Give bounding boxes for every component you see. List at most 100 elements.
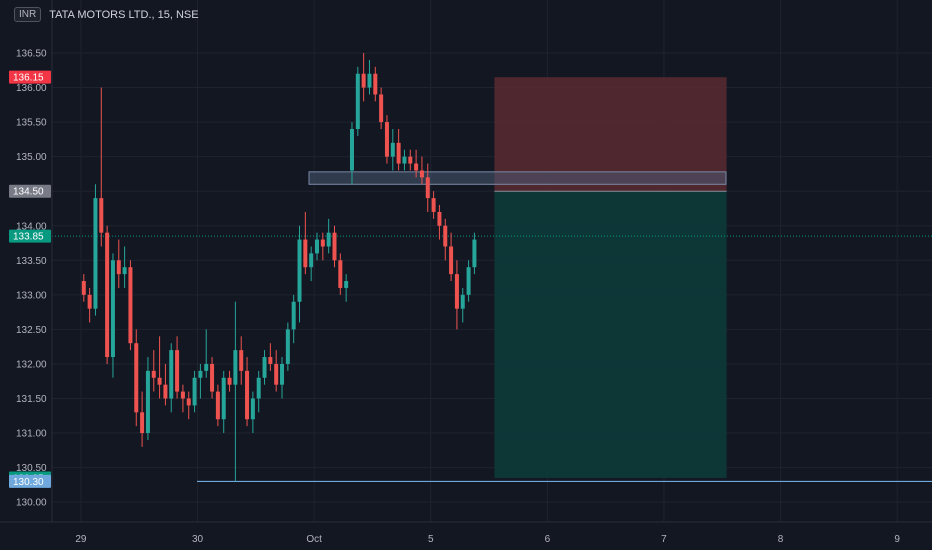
y-tick-label: 133.50	[16, 256, 47, 267]
candle-body[interactable]	[215, 391, 220, 420]
candle-body[interactable]	[303, 239, 308, 268]
candle-body[interactable]	[221, 377, 226, 420]
candle-body[interactable]	[425, 177, 430, 199]
candle-body[interactable]	[379, 94, 384, 123]
candle-body[interactable]	[466, 267, 471, 295]
candle-body[interactable]	[128, 267, 133, 344]
candle-body[interactable]	[320, 239, 325, 247]
candle-body[interactable]	[198, 370, 203, 378]
candle-body[interactable]	[93, 198, 98, 309]
price-tag	[9, 474, 51, 488]
symbol-title[interactable]: TATA MOTORS LTD., 15, NSE	[49, 8, 199, 21]
y-tick-label: 131.50	[16, 394, 47, 405]
candle-body[interactable]	[285, 329, 290, 364]
range-box[interactable]	[308, 171, 727, 185]
candle-body[interactable]	[262, 357, 267, 378]
candle-body[interactable]	[157, 377, 162, 385]
candle-body[interactable]	[315, 239, 319, 254]
y-tick-label: 132.50	[16, 325, 47, 336]
candle-body[interactable]	[291, 301, 296, 330]
x-tick-label: 9	[894, 534, 900, 545]
candle-body[interactable]	[268, 357, 273, 364]
candle-body[interactable]	[367, 73, 372, 88]
candle-body[interactable]	[227, 377, 232, 385]
target-zone[interactable]	[494, 191, 727, 478]
y-tick-label: 133.00	[16, 290, 47, 301]
candle-body[interactable]	[297, 239, 302, 302]
candle-body[interactable]	[204, 363, 209, 371]
x-tick-label: Oct	[306, 534, 322, 545]
candle-body[interactable]	[140, 412, 145, 434]
candle-body[interactable]	[110, 260, 115, 358]
candle-body[interactable]	[373, 73, 378, 95]
candle-body[interactable]	[332, 232, 337, 261]
price-tag-label: 134.50	[13, 187, 44, 198]
y-tick-label: 135.00	[16, 152, 47, 163]
y-tick-label: 130.50	[16, 463, 47, 474]
candle-body[interactable]	[210, 363, 215, 392]
candle-body[interactable]	[122, 267, 127, 275]
candle-body[interactable]	[186, 398, 191, 406]
candle-body[interactable]	[326, 232, 331, 247]
candle-body[interactable]	[151, 370, 156, 378]
candle-body[interactable]	[145, 370, 150, 434]
y-tick-label: 130.00	[16, 498, 47, 509]
candle-body[interactable]	[81, 281, 86, 295]
candle-body[interactable]	[349, 129, 354, 171]
candle-body[interactable]	[431, 198, 436, 212]
price-tag	[9, 70, 51, 84]
candle-body[interactable]	[163, 384, 168, 399]
candle-body[interactable]	[239, 350, 244, 371]
currency-button[interactable]: INR	[14, 7, 42, 22]
candle-body[interactable]	[344, 281, 349, 288]
price-tag	[9, 229, 51, 243]
x-tick-label: 29	[75, 534, 87, 545]
candle-body[interactable]	[175, 350, 180, 392]
x-tick-label: 6	[545, 534, 551, 545]
candle-body[interactable]	[116, 260, 121, 275]
candle-body[interactable]	[443, 225, 448, 247]
y-tick-label: 131.00	[16, 429, 47, 440]
candle-body[interactable]	[274, 363, 279, 385]
candle-body[interactable]	[169, 350, 174, 399]
candle-body[interactable]	[419, 170, 424, 178]
candle-body[interactable]	[437, 211, 442, 226]
x-tick-label: 5	[428, 534, 434, 545]
x-tick-label: 30	[192, 534, 204, 545]
x-tick-label: 7	[661, 534, 667, 545]
candle-body[interactable]	[233, 350, 238, 385]
candle-body[interactable]	[105, 232, 110, 358]
candle-body[interactable]	[245, 370, 250, 420]
candle-body[interactable]	[250, 398, 255, 420]
candle-body[interactable]	[390, 142, 395, 157]
candle-body[interactable]	[472, 239, 477, 268]
price-tag-label: 130.30	[13, 477, 44, 488]
y-tick-label: 134.00	[16, 221, 47, 232]
candle-body[interactable]	[402, 156, 407, 164]
candle-body[interactable]	[256, 377, 261, 399]
price-tag-label: 136.15	[13, 73, 44, 84]
candle-body[interactable]	[384, 122, 389, 157]
candle-body[interactable]	[449, 246, 454, 275]
candle-body[interactable]	[454, 274, 459, 309]
y-tick-label: 136.50	[16, 49, 47, 60]
candle-body[interactable]	[361, 73, 366, 88]
y-tick-label: 132.00	[16, 359, 47, 370]
candle-body[interactable]	[414, 163, 419, 171]
candle-body[interactable]	[134, 343, 139, 413]
y-tick-label: 135.50	[16, 118, 47, 129]
candle-body[interactable]	[280, 363, 285, 385]
candle-body[interactable]	[87, 294, 92, 309]
candle-body[interactable]	[338, 260, 343, 288]
candle-body[interactable]	[396, 142, 401, 164]
y-tick-label: 136.00	[16, 83, 47, 94]
candle-body[interactable]	[99, 198, 104, 233]
candle-body[interactable]	[355, 73, 360, 130]
candle-body[interactable]	[460, 294, 465, 309]
candle-body[interactable]	[309, 253, 314, 268]
candle-body[interactable]	[180, 391, 185, 399]
candle-body[interactable]	[192, 377, 197, 406]
candle-body[interactable]	[408, 156, 413, 164]
